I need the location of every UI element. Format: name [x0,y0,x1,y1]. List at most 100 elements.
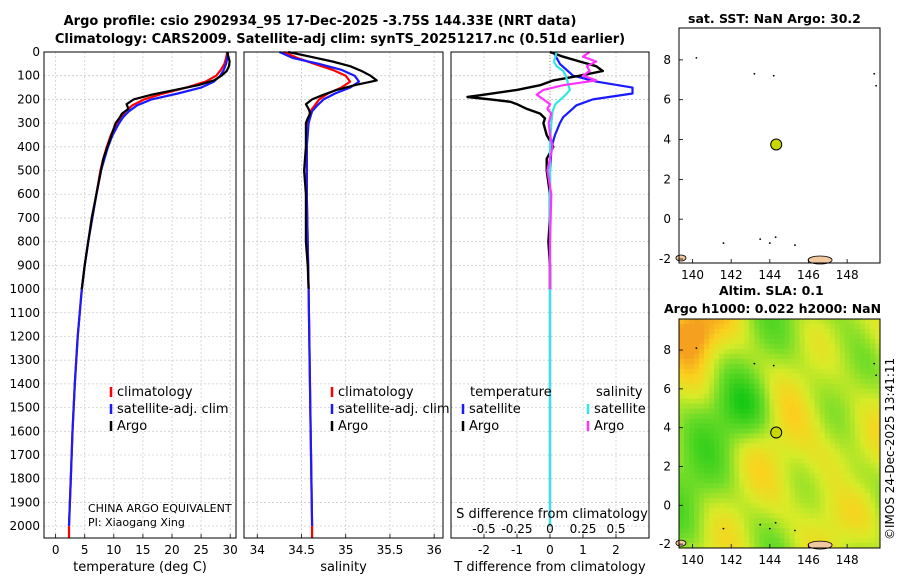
top-axis-label: S difference from climatology [456,507,648,522]
heatmap-cell [764,383,770,390]
heatmap-cell [694,518,700,524]
heatmap-cell [789,438,795,444]
heatmap-cell [874,328,881,335]
heatmap-cell [759,328,765,335]
heatmap-cell [779,498,785,504]
heatmap-cell [784,463,790,469]
heatmap-cell [679,319,685,325]
series-line-argo [80,51,231,290]
heatmap-cell [724,378,730,385]
heatmap-cell [774,388,780,395]
heatmap-cell [719,528,725,534]
heatmap-cell [779,433,785,439]
heatmap-cell [714,533,720,539]
x-tick-label: -1 [511,543,523,557]
heatmap-cell [724,408,730,414]
heatmap-cell [799,478,806,484]
heatmap-cell [869,463,876,469]
heatmap-cell [869,443,876,449]
heatmap-cell [789,323,795,330]
heatmap-cell [749,458,755,464]
heatmap-cell [784,458,790,464]
heatmap-cell [729,508,735,514]
heatmap-cell [794,413,801,419]
heatmap-cell [719,468,725,474]
heatmap-cell [784,478,790,484]
heatmap-cell [739,343,745,350]
heatmap-cell [734,428,740,434]
heatmap-cell [729,463,735,469]
heatmap-cell [849,463,856,469]
heatmap-cell [749,438,755,444]
heatmap-cell [799,328,806,335]
heatmap-cell [734,483,740,489]
legend-label: satellite-adj. clim [117,402,229,417]
x-tick-label: 34 [250,543,265,557]
heatmap-cell [874,403,881,410]
heatmap-cell [769,368,775,375]
heatmap-cell [784,493,790,499]
heatmap-cell [729,393,735,400]
heatmap-cell [709,458,715,464]
heatmap-cell [799,483,806,489]
heatmap-cell [679,483,685,489]
heatmap-cell [684,333,690,340]
heatmap-cell [779,418,785,424]
heatmap-cell [679,418,685,424]
heatmap-cell [804,468,811,474]
heatmap-cell [784,503,790,509]
heatmap-cell [704,498,710,504]
heatmap-cell [764,533,770,539]
heatmap-cell [769,473,775,479]
heatmap-cell [684,388,690,395]
heatmap-cell [744,433,750,439]
heatmap-cell [804,478,811,484]
heatmap-cell [804,483,811,489]
heatmap-cell [679,518,685,524]
heatmap-cell [724,428,730,434]
heatmap-cell [774,503,780,509]
heatmap-cell [714,393,720,400]
heatmap-cell [789,348,795,355]
heatmap-cell [799,448,806,454]
heatmap-cell [709,323,715,330]
heatmap-cell [724,498,730,504]
heatmap-cell [764,458,770,464]
heatmap-cell [744,363,750,370]
heatmap-cell [809,378,816,385]
heatmap-cell [854,383,861,390]
heatmap-cell [694,358,700,365]
heatmap-cell [764,408,770,414]
heatmap-cell [829,408,836,414]
heatmap-cell [839,323,846,330]
heatmap-cell [714,348,720,355]
heatmap-cell [759,453,765,459]
heatmap-cell [874,418,881,424]
heatmap-cell [789,433,795,439]
heatmap-cell [679,393,685,400]
heatmap-cell [694,373,700,380]
x-tick-label: 140 [681,553,704,567]
heatmap-cell [779,383,785,390]
heatmap-cell [804,383,811,390]
heatmap-cell [764,418,770,424]
heatmap-cell [859,423,866,429]
heatmap-cell [719,398,725,405]
heatmap-cell [729,473,735,479]
heatmap-cell [799,403,806,410]
heatmap-cell [719,418,725,424]
heatmap-cell [759,353,765,360]
heatmap-cell [719,348,725,355]
heatmap-cell [729,538,735,544]
heatmap-cell [834,523,841,529]
heatmap-cell [829,458,836,464]
map-frame [678,318,881,549]
heatmap-cell [704,488,710,494]
heatmap-cell [784,398,790,405]
x-tick-label: 144 [758,553,781,567]
heatmap-cell [839,503,846,509]
heatmap-cell [684,368,690,375]
chart-title-line1: Argo profile: csio 2902934_95 17-Dec-202… [63,14,577,29]
heatmap-cell [864,468,871,474]
x-tick-label: 142 [720,268,743,282]
